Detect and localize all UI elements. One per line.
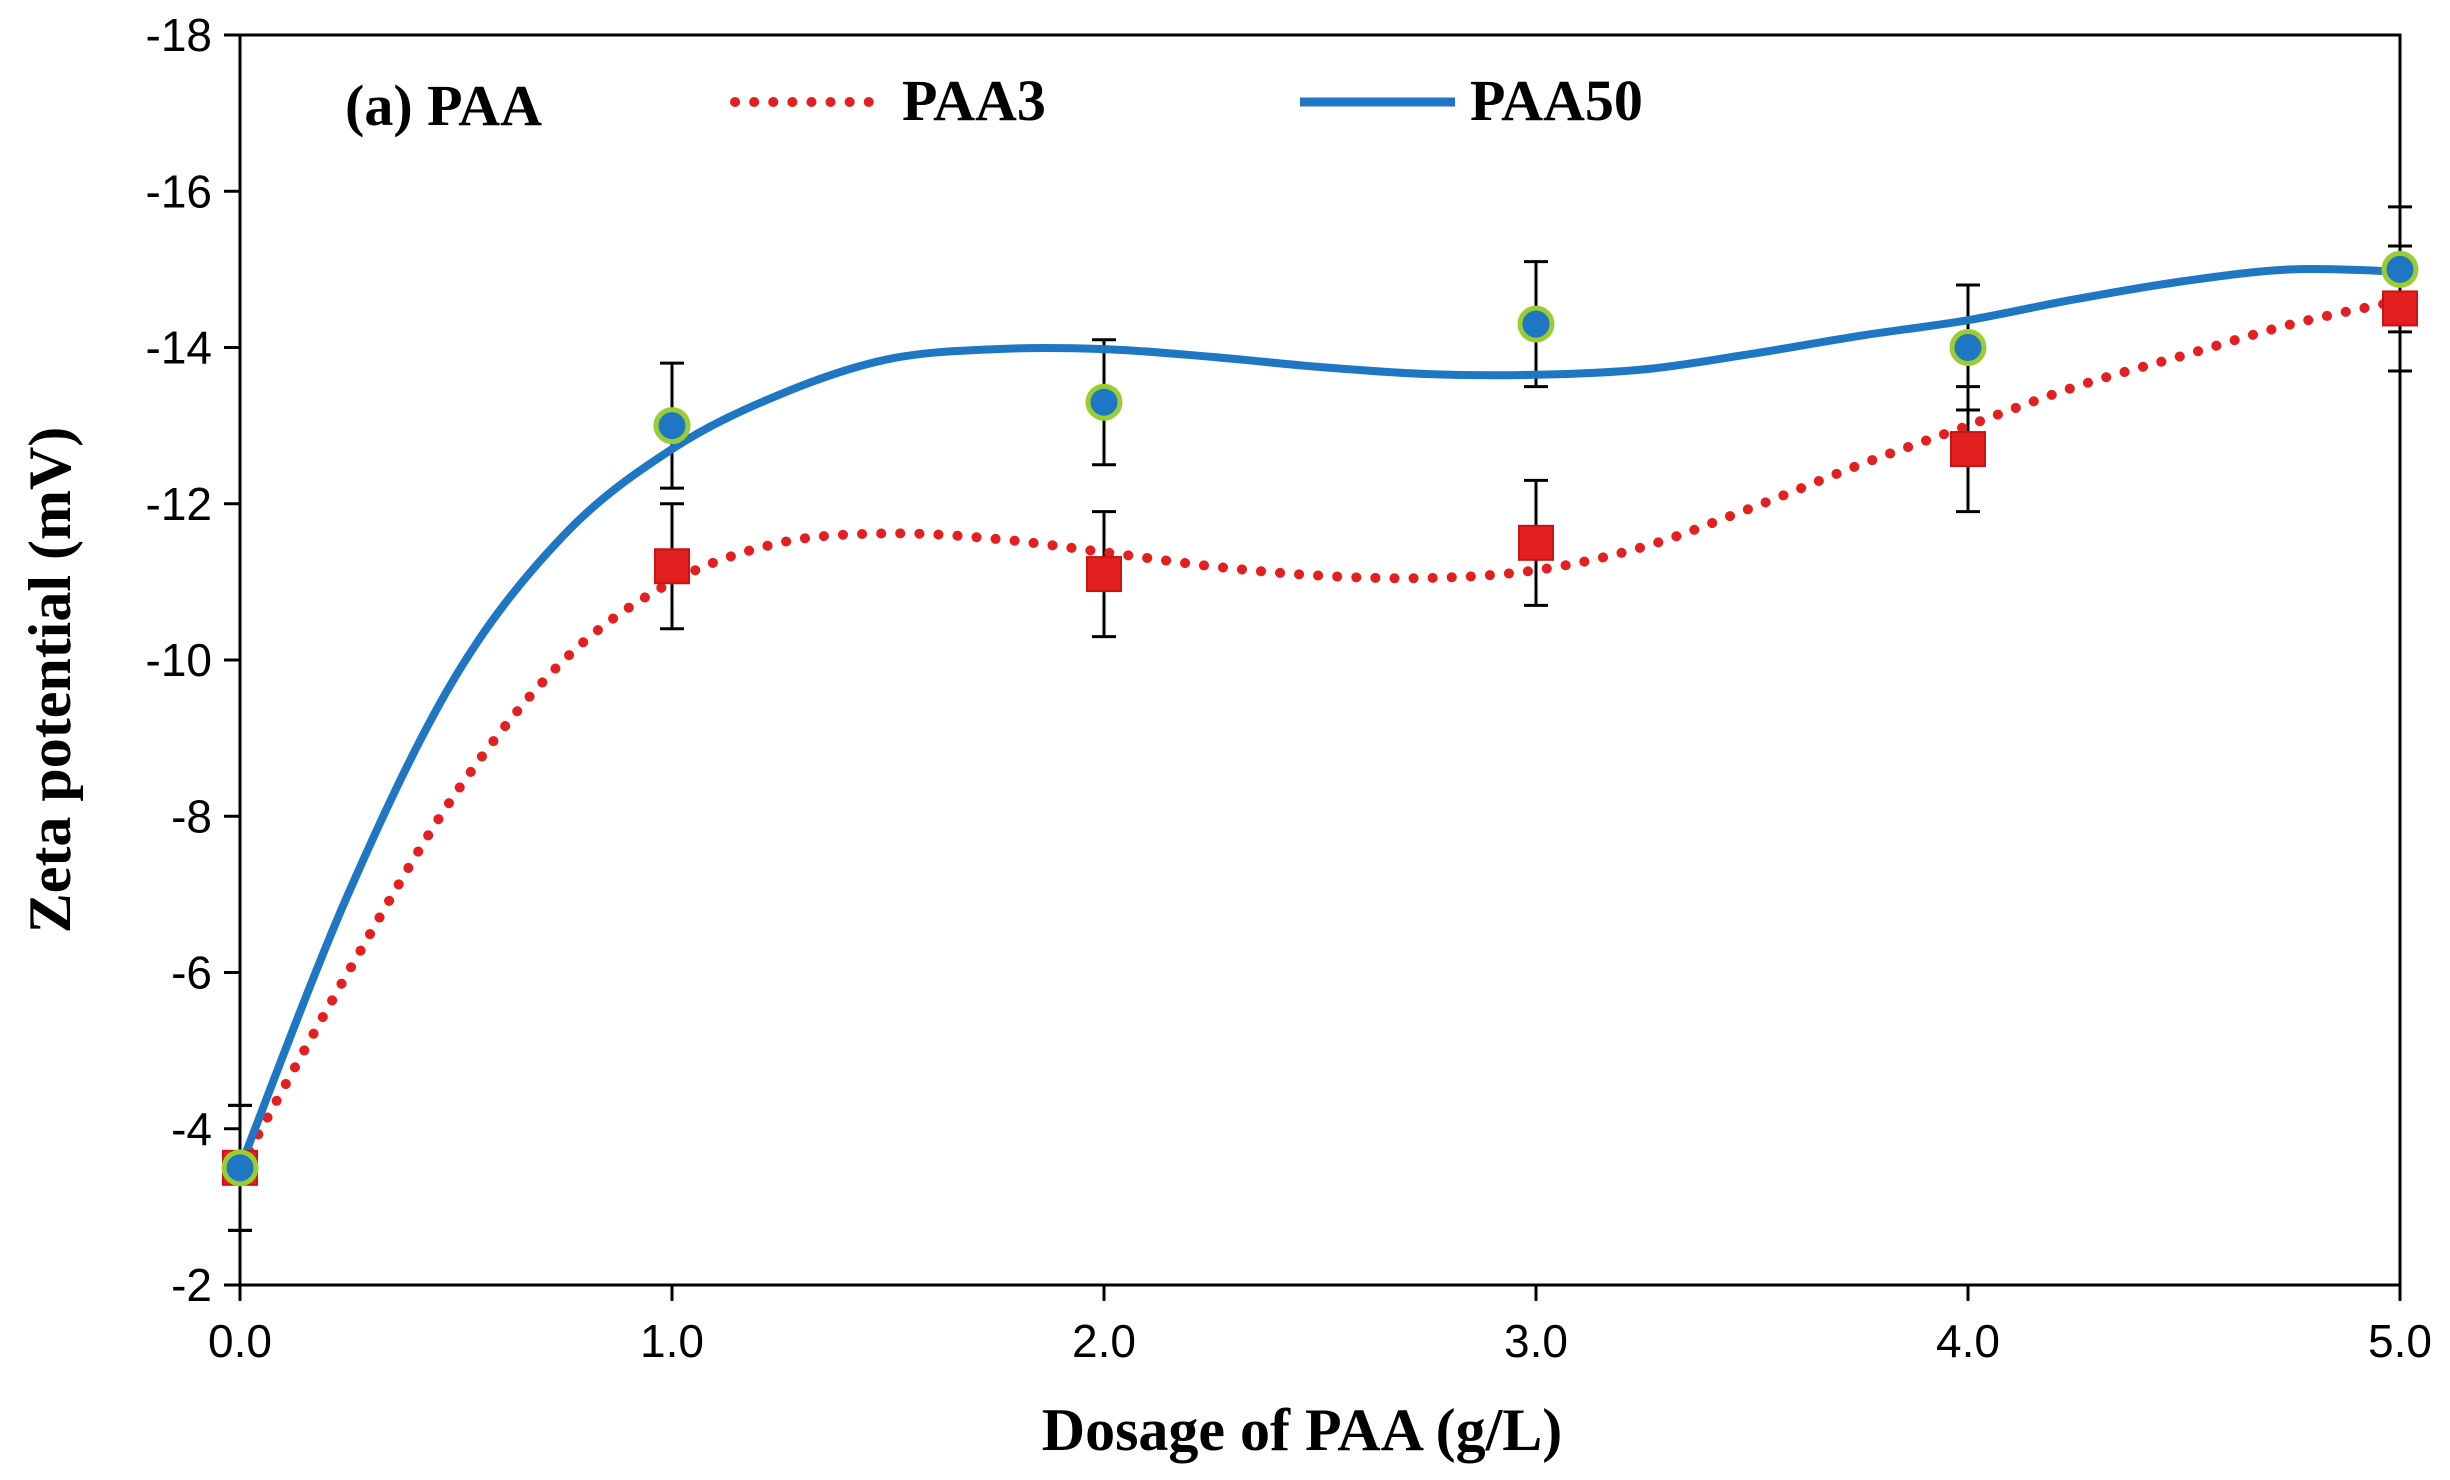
x-tick-label: 4.0 — [1936, 1315, 2000, 1367]
x-tick-label: 3.0 — [1504, 1315, 1568, 1367]
legend-label-paa3: PAA3 — [902, 68, 1046, 133]
point-paa3 — [654, 548, 690, 585]
trend-lines — [235, 264, 2405, 1173]
point-paa50 — [1085, 383, 1123, 421]
point-paa3 — [2382, 290, 2418, 327]
x-axis-ticks: 0.0 1.0 2.0 3.0 4.0 5.0 — [208, 1285, 2432, 1367]
point-paa50 — [221, 1149, 259, 1187]
x-axis-title: Dosage of PAA (g/L) — [1042, 1397, 1563, 1463]
panel-label: (a) PAA — [345, 73, 542, 138]
data-markers — [221, 250, 2419, 1187]
y-tick-label: -8 — [171, 790, 212, 842]
point-paa3 — [1950, 431, 1986, 468]
y-tick-label: -2 — [171, 1259, 212, 1311]
point-paa50 — [1517, 305, 1555, 343]
y-tick-label: -6 — [171, 947, 212, 999]
plot-frame — [238, 33, 2402, 1287]
x-tick-label: 0.0 — [208, 1315, 272, 1367]
x-tick-label: 5.0 — [2368, 1315, 2432, 1367]
trend-line-paa3 — [235, 295, 2405, 1173]
error-bars — [228, 205, 2412, 1232]
point-paa50 — [1949, 329, 1987, 366]
y-tick-label: -10 — [146, 634, 212, 686]
legend-label-paa50: PAA50 — [1470, 68, 1643, 133]
x-tick-label: 1.0 — [640, 1315, 704, 1367]
y-axis-title: Zeta potential (mV) — [17, 427, 83, 934]
y-tick-label: -14 — [146, 322, 212, 374]
y-tick-label: -16 — [146, 165, 212, 217]
y-tick-label: -18 — [146, 9, 212, 61]
trend-line-paa50 — [236, 264, 2401, 1170]
y-tick-label: -12 — [146, 478, 212, 530]
point-paa3 — [1086, 556, 1122, 593]
y-tick-label: -4 — [171, 1103, 212, 1155]
point-paa3 — [1518, 524, 1554, 561]
x-tick-label: 2.0 — [1072, 1315, 1136, 1367]
plot-border — [238, 33, 2402, 1287]
legend: PAA3 PAA50 — [730, 68, 1643, 133]
point-paa50 — [653, 407, 691, 445]
y-axis-ticks: -2 -4 -6 -8 -10 -12 -14 -16 -18 — [146, 9, 240, 1311]
point-paa50 — [2381, 250, 2419, 288]
